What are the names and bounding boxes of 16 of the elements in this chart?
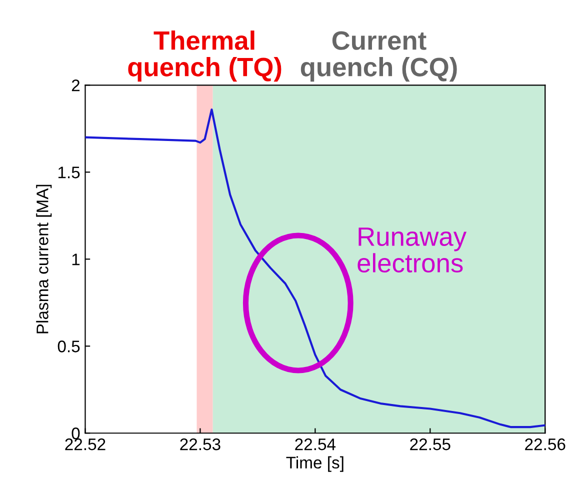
y-tick-label: 1.5 (58, 166, 80, 178)
band-label: Thermal quench (TQ) (128, 30, 282, 82)
annotation: Runaway electrons (358, 228, 467, 273)
y-tick-label: 0.5 (58, 340, 80, 352)
band-label: Current quench (CQ) (300, 31, 457, 82)
y-axis-title: Plasma current [MA] (36, 184, 52, 334)
x-tick-label: 22.53 (180, 438, 220, 450)
x-tick-label: 22.52 (65, 438, 106, 450)
y-tick-label: 1 (72, 254, 80, 266)
line-series (85, 108, 546, 428)
x-tick-label: 22.54 (295, 438, 336, 450)
x-axis-title: Time [s] (286, 456, 344, 472)
y-tick-label: 0 (72, 428, 80, 440)
y-tick-label: 2 (72, 80, 80, 92)
x-tick-label: 22.55 (410, 438, 450, 450)
x-tick-label: 22.56 (525, 438, 566, 450)
